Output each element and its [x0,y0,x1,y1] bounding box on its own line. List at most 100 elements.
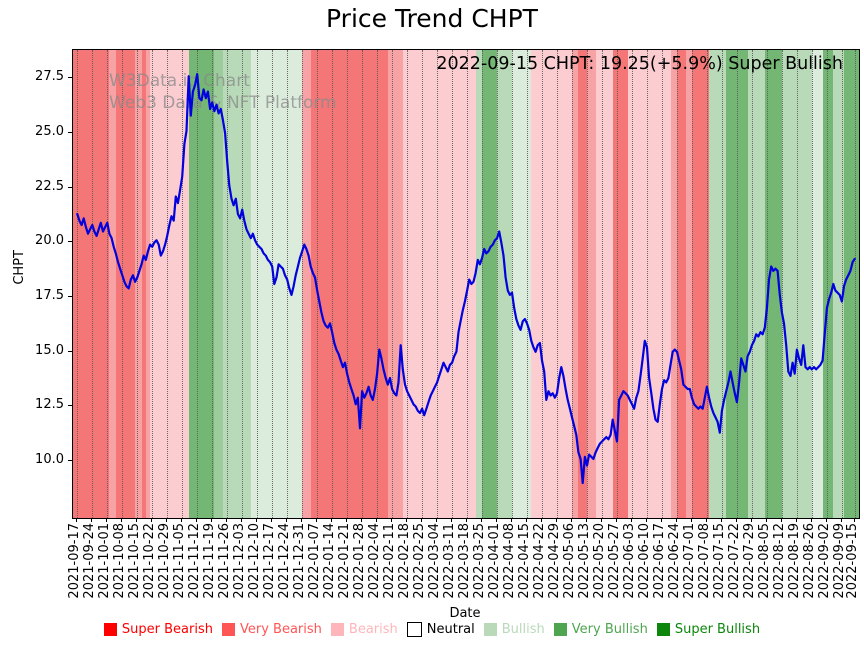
sentiment-band-bearish [670,50,677,518]
y-tick-mark [68,186,72,188]
legend-item-bearish: Bearish [330,622,398,637]
page-title: Price Trend CHPT [326,4,538,33]
x-tick-mark [286,518,288,522]
price-line [76,73,856,485]
y-tick-mark [68,460,72,462]
x-tick-label: 2021-10-15 [127,523,143,599]
gridline-week [407,50,409,518]
x-tick-label: 2021-12-03 [232,523,248,599]
plot-area: W3Data.io Chart Web3 Data & NFT Platform… [72,49,860,519]
x-tick-mark [615,518,617,522]
x-tick-mark [825,518,827,522]
x-tick-label: 2022-06-24 [666,523,682,599]
gridline-week [826,50,828,518]
x-tick-mark [795,518,797,522]
y-tick-label: 27.5 [35,69,64,85]
legend-item-super-bearish: Super Bearish [103,622,213,637]
x-tick-mark [750,518,752,522]
x-tick-mark [466,518,468,522]
gridline-week [587,50,588,518]
sentiment-band-very-bearish [676,50,686,518]
x-tick-mark [241,518,243,522]
x-tick-label: 2022-04-08 [502,523,518,599]
gridline-week [392,50,394,518]
x-tick-label: 2022-07-08 [696,523,712,599]
x-tick-label: 2021-11-19 [202,523,218,599]
legend-label: Bearish [348,622,398,637]
y-tick-label: 22.5 [35,178,64,194]
legend-label: Very Bearish [240,622,322,637]
sentiment-band-super-bullish [726,50,748,518]
y-tick-mark [68,77,72,79]
sentiment-band-bullish-light [811,50,823,518]
sentiment-band-bearish-light [627,50,671,518]
x-tick-label: 2021-10-08 [112,523,128,599]
y-tick-mark [68,241,72,243]
x-tick-mark [331,518,333,522]
gridline-week [137,50,139,518]
x-tick-mark [630,518,632,522]
x-tick-mark [541,518,543,522]
gridline-week [437,50,439,518]
gridline-week [317,50,319,518]
sentiment-band-bearish-light [531,50,572,518]
gridline-week [631,50,633,518]
x-tick-mark [645,518,647,522]
x-tick-label: 2021-10-29 [157,523,173,599]
watermark: W3Data.io Chart Web3 Data & NFT Platform [109,70,337,114]
gridline-week [616,50,618,518]
x-tick-label: 2022-08-05 [756,523,772,599]
x-tick-mark [556,518,558,522]
x-tick-label: 2022-03-04 [427,523,443,599]
y-tick-mark [68,296,72,298]
legend-label: Super Bearish [121,622,213,637]
x-tick-mark [765,518,767,522]
x-tick-mark [271,518,273,522]
gridline-week [152,50,154,518]
gridline-week [781,50,783,518]
sentiment-band-very-bearish [578,50,587,518]
sentiment-band-bearish [145,50,151,518]
x-tick-mark [256,518,258,522]
gridline-week [542,50,544,518]
gridline-week [796,50,798,518]
x-tick-label: 2022-09-02 [816,523,832,599]
x-tick-mark [511,518,513,522]
x-tick-label: 2021-11-12 [187,523,203,599]
gridline-week [527,50,529,518]
gridline-week [257,50,259,518]
gridline-week [841,50,843,518]
gridline-week [182,50,184,518]
y-tick-mark [68,405,72,407]
sentiment-band-very-bullish [214,50,223,518]
sentiment-band-bearish [135,50,142,518]
legend-swatch-icon [553,623,567,636]
x-tick-label: 2022-02-04 [367,523,383,599]
gridline-week [601,50,603,518]
x-tick-mark [436,518,438,522]
gridline-week [751,50,753,518]
sentiment-band-bearish-light [150,50,189,518]
legend-item-neutral: Neutral [406,622,475,637]
sentiment-band-bearish [587,50,596,518]
x-tick-mark [853,518,855,522]
x-tick-label: 2021-10-01 [97,523,113,599]
legend-swatch-icon [656,623,670,636]
x-tick-label: 2022-07-22 [726,523,742,599]
gridline-week [212,50,214,518]
watermark-line1: W3Data.io Chart [109,71,250,91]
sentiment-band-very-bearish [73,50,110,518]
legend: Super Bearish Very Bearish Bearish Neutral B… [0,622,864,637]
x-tick-label: 2022-07-29 [741,523,757,599]
x-tick-mark [226,518,228,522]
x-tick-label: 2022-06-17 [651,523,667,599]
sentiment-band-bearish [387,50,403,518]
x-tick-label: 2022-04-29 [547,523,563,599]
y-tick-label: 20.0 [35,233,64,249]
x-tick-mark [690,518,692,522]
gridline-week [691,50,693,518]
legend-item-very-bearish: Very Bearish [222,622,322,637]
gridline-week [377,50,379,518]
sentiment-band-very-bearish [141,50,146,518]
sentiment-band-bearish [685,50,692,518]
